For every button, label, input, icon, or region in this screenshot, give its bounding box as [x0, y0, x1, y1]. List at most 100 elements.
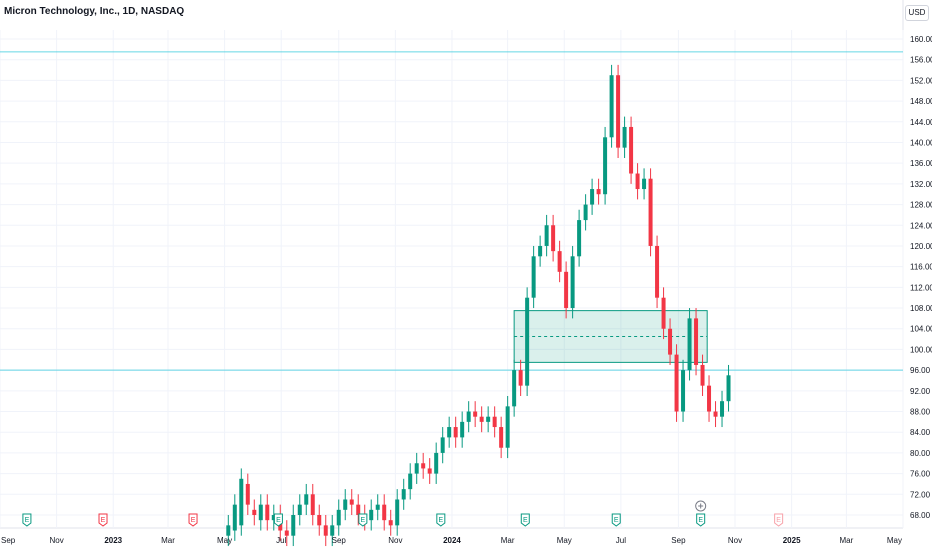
candle-body [674, 354, 679, 412]
y-tick-label: 96.00 [910, 366, 931, 375]
earnings-marker-shape [22, 513, 32, 527]
y-tick-label: 100.00 [910, 345, 932, 354]
earnings-marker[interactable]: E [273, 513, 283, 527]
earnings-marker[interactable]: E [358, 513, 368, 527]
candle-body [629, 126, 634, 174]
x-tick-label: Sep [1, 536, 16, 545]
earnings-marker[interactable]: E [188, 513, 198, 527]
x-tick-label: Nov [388, 536, 402, 545]
y-tick-label: 76.00 [910, 470, 931, 479]
candle-body [661, 297, 666, 329]
candle-body [531, 256, 536, 298]
earnings-marker[interactable]: E [22, 513, 32, 527]
candle-body [349, 499, 354, 505]
candle-body [583, 204, 588, 221]
earnings-marker[interactable]: E [696, 513, 706, 527]
candle-body [564, 271, 569, 309]
y-tick-label: 160.00 [910, 35, 932, 44]
x-tick-label: Nov [49, 536, 63, 545]
earnings-marker[interactable]: E [436, 513, 446, 527]
earnings-marker-label: E [438, 517, 443, 524]
candles [226, 64, 731, 547]
x-axis: Sep Nov 2023 Mar May Jul Sep Nov 2024 Mar May Jul Se… [1, 536, 902, 545]
candle-body [323, 525, 328, 536]
add-event-icon[interactable] [695, 500, 707, 512]
x-tick-label: 2025 [783, 536, 801, 545]
candle-body [648, 178, 653, 246]
earnings-marker-label: E [191, 517, 196, 524]
y-tick-label: 136.00 [910, 159, 932, 168]
candle-body [720, 401, 725, 417]
candle-body [388, 520, 393, 526]
candle-body [401, 489, 406, 500]
candle-body [694, 318, 699, 365]
candle-body [635, 173, 640, 190]
candle-body [395, 499, 400, 526]
candle-body [544, 225, 549, 246]
earnings-marker-shape [188, 513, 198, 527]
candle-body [700, 364, 705, 386]
earnings-marker-shape [774, 513, 784, 527]
candle-body [304, 494, 309, 505]
y-axis: 160.00 156.00 152.00 148.00 144.00 140.00 136.… [910, 35, 932, 520]
y-tick-label: 112.00 [910, 283, 932, 292]
candle-body [590, 189, 595, 205]
price-zone [513, 310, 708, 363]
x-tick-label: Mar [839, 536, 853, 545]
candle-body [655, 245, 660, 298]
candle-body [453, 427, 458, 438]
currency-badge[interactable]: USD [905, 5, 929, 21]
candle-body [336, 509, 341, 526]
candle-body [486, 416, 491, 422]
y-tick-label: 120.00 [910, 242, 932, 251]
candle-body [570, 256, 575, 309]
x-tick-label: Jul [276, 536, 286, 545]
candle-body [375, 504, 380, 510]
x-tick-label: 2024 [443, 536, 461, 545]
earnings-marker-shape [696, 513, 706, 527]
candle-body [460, 421, 465, 438]
candle-body [258, 504, 263, 521]
candle-body [330, 525, 335, 536]
x-tick-label: Mar [161, 536, 175, 545]
candle-body [427, 468, 432, 474]
y-tick-label: 152.00 [910, 76, 932, 85]
candle-body [603, 137, 608, 195]
candle-body [408, 473, 413, 490]
earnings-marker[interactable]: E [520, 513, 530, 527]
earnings-marker-shape [611, 513, 621, 527]
candle-body [551, 225, 556, 252]
candle-body [609, 75, 614, 138]
candle-body [414, 463, 419, 474]
candle-body [505, 406, 510, 448]
candle-body [310, 494, 315, 515]
earnings-marker[interactable]: E [774, 513, 784, 527]
candle-body [713, 411, 718, 417]
earnings-marker[interactable]: E [611, 513, 621, 527]
candle-body [687, 318, 692, 371]
earnings-marker-label: E [776, 517, 781, 524]
y-tick-label: 144.00 [910, 118, 932, 127]
chart-title: Micron Technology, Inc., 1D, NASDAQ [4, 6, 185, 17]
candle-body [369, 509, 374, 521]
candle-body [518, 370, 523, 386]
earnings-marker-shape [520, 513, 530, 527]
x-tick-label: Nov [728, 536, 742, 545]
candle-body [681, 370, 686, 412]
candle-body [525, 297, 530, 386]
candle-body [668, 328, 673, 355]
earnings-marker[interactable]: E [98, 513, 108, 527]
candle-body [479, 416, 484, 422]
x-tick-label: Mar [501, 536, 515, 545]
grid [0, 30, 904, 528]
candle-body [343, 499, 348, 510]
candle-body [421, 463, 426, 469]
y-tick-label: 108.00 [910, 304, 932, 313]
candle-body [616, 75, 621, 148]
candle-body [707, 385, 712, 412]
y-tick-label: 92.00 [910, 387, 931, 396]
y-tick-label: 148.00 [910, 97, 932, 106]
y-tick-label: 140.00 [910, 138, 932, 147]
